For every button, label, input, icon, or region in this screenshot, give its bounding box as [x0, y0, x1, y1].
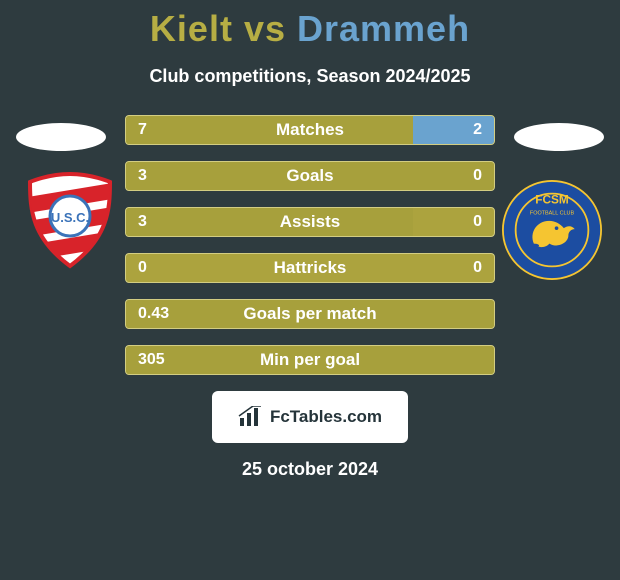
- stat-value-right: 0: [461, 254, 494, 282]
- title-left: Kielt: [150, 8, 233, 49]
- main-area: U.S.C. FCSM FOOTBALL CLUB Matches7 2 Goals…: [0, 115, 620, 375]
- fcsm-badge-icon: FCSM FOOTBALL CLUB: [502, 180, 602, 280]
- stat-value-right: 0: [461, 162, 494, 190]
- stat-label: Min per goal: [126, 346, 494, 374]
- brand-text: FcTables.com: [270, 407, 382, 427]
- page-title: Kielt vs Drammeh: [0, 0, 620, 50]
- stat-row: Goals per match0.43: [125, 299, 495, 329]
- stat-label: Goals per match: [126, 300, 494, 328]
- club-badge-right: FCSM FOOTBALL CLUB: [502, 180, 602, 280]
- stat-value-left: 7: [126, 116, 159, 144]
- svg-text:U.S.C.: U.S.C.: [51, 210, 89, 225]
- stat-row: Goals3 0: [125, 161, 495, 191]
- svg-text:FCSM: FCSM: [535, 193, 569, 207]
- stat-label: Assists: [126, 208, 494, 236]
- stat-row: Min per goal305: [125, 345, 495, 375]
- stat-label: Goals: [126, 162, 494, 190]
- date-text: 25 october 2024: [0, 459, 620, 480]
- stat-row: Assists3 0: [125, 207, 495, 237]
- chart-icon: [238, 406, 264, 428]
- svg-text:FOOTBALL CLUB: FOOTBALL CLUB: [530, 211, 575, 217]
- stat-value-right: 0: [461, 208, 494, 236]
- stat-value-left: 0.43: [126, 300, 181, 328]
- stat-value-left: 0: [126, 254, 159, 282]
- stat-row: Matches7 2: [125, 115, 495, 145]
- stat-value-left: 3: [126, 208, 159, 236]
- silhouette-left: [16, 123, 106, 151]
- brand-badge: FcTables.com: [212, 391, 408, 443]
- silhouette-right: [514, 123, 604, 151]
- stat-value-left: 3: [126, 162, 159, 190]
- stats-bars: Matches72Goals30Assists30Hattricks00Goal…: [125, 115, 495, 375]
- title-right: Drammeh: [297, 8, 470, 49]
- subtitle: Club competitions, Season 2024/2025: [0, 66, 620, 87]
- title-vs: vs: [244, 8, 297, 49]
- stat-value-right: 2: [461, 116, 494, 144]
- stat-label: Hattricks: [126, 254, 494, 282]
- club-badge-left: U.S.C.: [20, 170, 120, 270]
- stat-label: Matches: [126, 116, 494, 144]
- stat-row: Hattricks0 0: [125, 253, 495, 283]
- infographic-root: Kielt vs Drammeh Club competitions, Seas…: [0, 0, 620, 580]
- stat-value-left: 305: [126, 346, 177, 374]
- usc-badge-icon: U.S.C.: [20, 170, 120, 270]
